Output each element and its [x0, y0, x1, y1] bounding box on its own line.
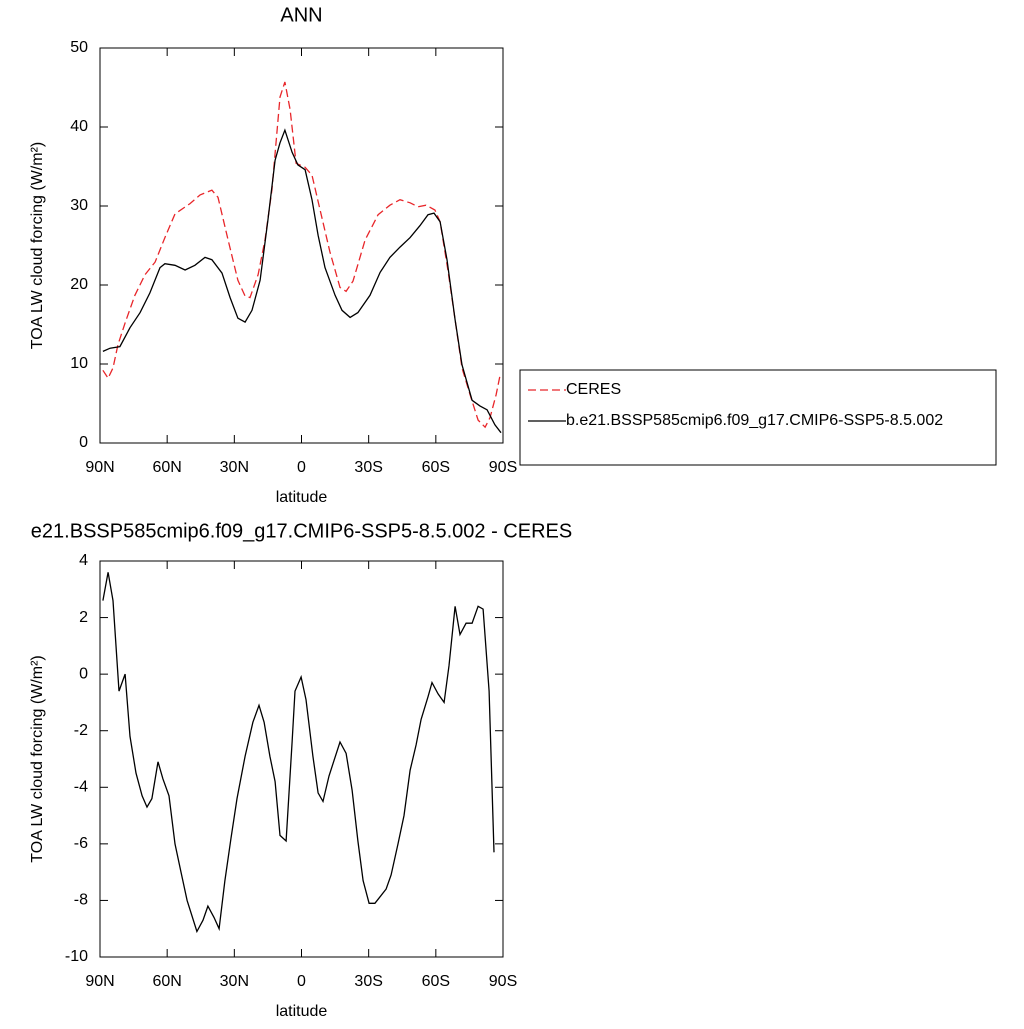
- x-tick-label: 90S: [489, 459, 517, 476]
- y-tick-label: 2: [79, 609, 88, 626]
- legend-label: b.e21.BSSP585cmip6.f09_g17.CMIP6-SSP5-8.…: [566, 412, 943, 429]
- x-axis-label: latitude: [276, 489, 328, 506]
- chart-title: e21.BSSP585cmip6.f09_g17.CMIP6-SSP5-8.5.…: [31, 520, 572, 542]
- series-line: [102, 81, 501, 429]
- y-axis-label: TOA LW cloud forcing (W/m²): [29, 655, 46, 862]
- x-tick-label: 0: [297, 973, 306, 990]
- x-tick-label: 60S: [422, 973, 450, 990]
- y-tick-label: -4: [74, 779, 88, 796]
- y-tick-label: -10: [65, 948, 88, 965]
- series-line: [102, 572, 495, 934]
- x-tick-label: 30N: [220, 459, 249, 476]
- x-tick-label: 30N: [220, 973, 249, 990]
- y-tick-label: 4: [79, 552, 88, 569]
- x-tick-label: 90S: [489, 973, 517, 990]
- y-tick-label: -6: [74, 835, 88, 852]
- x-tick-label: 0: [297, 459, 306, 476]
- plot-frame: [99, 560, 504, 958]
- y-tick-label: 40: [70, 118, 88, 135]
- legend-label: CERES: [566, 381, 621, 398]
- y-tick-label: 0: [79, 434, 88, 451]
- x-axis-label: latitude: [276, 1003, 328, 1020]
- plot-frame: [99, 47, 504, 444]
- series-line: [102, 128, 502, 434]
- x-tick-label: 30S: [354, 973, 382, 990]
- y-axis-label: TOA LW cloud forcing (W/m²): [29, 142, 46, 349]
- y-tick-label: 30: [70, 197, 88, 214]
- y-tick-label: 20: [70, 276, 88, 293]
- x-tick-label: 90N: [85, 973, 114, 990]
- chart-title: ANN: [280, 4, 322, 26]
- y-tick-label: 0: [79, 665, 88, 682]
- x-tick-label: 30S: [354, 459, 382, 476]
- x-tick-label: 60N: [152, 973, 181, 990]
- legend-frame: [519, 369, 997, 466]
- y-tick-label: 50: [70, 39, 88, 56]
- x-tick-label: 60S: [422, 459, 450, 476]
- x-tick-label: 90N: [85, 459, 114, 476]
- y-tick-label: 10: [70, 355, 88, 372]
- x-tick-label: 60N: [152, 459, 181, 476]
- y-tick-label: -2: [74, 722, 88, 739]
- y-tick-label: -8: [74, 892, 88, 909]
